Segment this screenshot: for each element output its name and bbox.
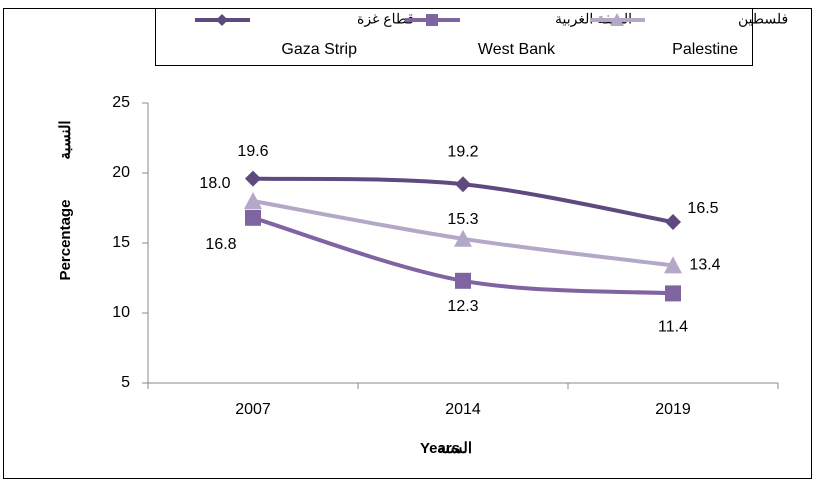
marker: [245, 209, 261, 226]
marker: [665, 285, 681, 302]
value-label: 16.5: [687, 200, 718, 217]
legend-marker: [610, 13, 624, 26]
value-label: 11.4: [658, 319, 688, 336]
value-label: 12.3: [447, 298, 478, 315]
value-label: 15.3: [447, 211, 478, 228]
value-label: 16.8: [205, 236, 236, 253]
marker: [455, 272, 471, 289]
y-tick-label: 25: [112, 94, 130, 111]
legend-marker: [216, 14, 228, 26]
value-label: 13.4: [689, 257, 720, 274]
legend-label: Palestine: [672, 41, 738, 58]
value-label: 18.0: [199, 175, 230, 192]
x-axis-label: Years: [420, 440, 460, 457]
y-tick-label: 15: [112, 234, 130, 251]
legend-marker: [426, 14, 438, 26]
marker: [455, 176, 471, 193]
legend-box: [155, 8, 753, 66]
marker: [454, 229, 472, 247]
value-label: 19.6: [237, 143, 268, 160]
x-tick-label: 2019: [655, 401, 691, 418]
legend-label-ar: فلسطين: [738, 11, 788, 28]
x-tick-label: 2007: [235, 401, 271, 418]
legend-label: Gaza Strip: [281, 41, 357, 58]
chart-frame: [3, 8, 812, 479]
marker: [665, 214, 681, 230]
marker: [664, 256, 682, 274]
y-tick-label: 5: [121, 374, 130, 391]
y-axis-label-ar: النسبة: [57, 120, 74, 159]
y-tick-label: 20: [112, 164, 130, 181]
legend-label: West Bank: [478, 41, 556, 58]
y-axis-label: Percentage: [57, 200, 74, 281]
marker: [244, 192, 262, 209]
marker: [245, 170, 261, 187]
value-label: 19.2: [447, 143, 478, 160]
x-axis-label-ar: السنة: [437, 440, 472, 457]
x-tick-label: 2014: [445, 401, 481, 418]
y-tick-label: 10: [112, 304, 130, 321]
legend-label-ar: قطاع غزة: [357, 11, 414, 28]
